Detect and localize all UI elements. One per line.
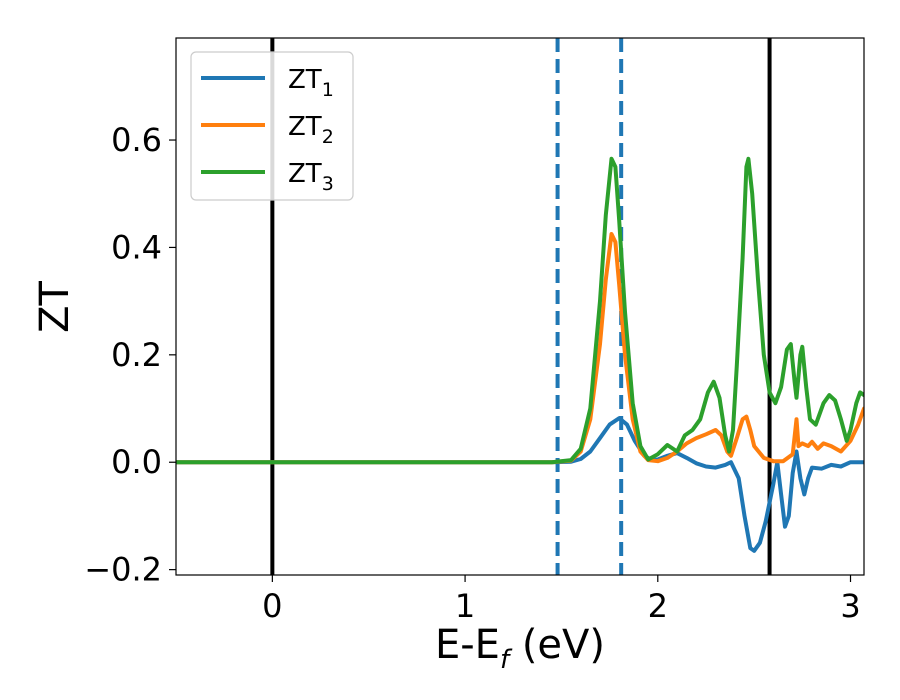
y-tick-label: 0.4 <box>111 228 162 266</box>
legend-label-zt2: ZT2 <box>288 112 334 148</box>
y-tick-label: 0.2 <box>111 336 162 374</box>
series-line-zt1 <box>176 416 864 553</box>
plot-frame <box>175 37 865 576</box>
y-tick-label: 0.0 <box>111 443 162 481</box>
x-tick-label: 2 <box>648 587 668 625</box>
x-tick-label: 3 <box>840 587 860 625</box>
legend-label-zt3: ZT3 <box>288 159 334 195</box>
legend-label-zt1: ZT1 <box>288 65 334 101</box>
y-axis-label: ZT <box>32 281 78 333</box>
series-line-zt3 <box>176 156 864 465</box>
x-tick-label: 1 <box>455 587 475 625</box>
x-axis-label: E-Ef (eV) <box>435 622 605 675</box>
series-line-zt2 <box>176 232 864 465</box>
y-tick-label: 0.6 <box>111 121 162 159</box>
legend-frame <box>190 51 354 201</box>
y-tick-label: −0.2 <box>84 551 162 589</box>
x-tick-label: 0 <box>262 587 282 625</box>
legend: ZT1 ZT2 ZT3 <box>190 51 354 201</box>
